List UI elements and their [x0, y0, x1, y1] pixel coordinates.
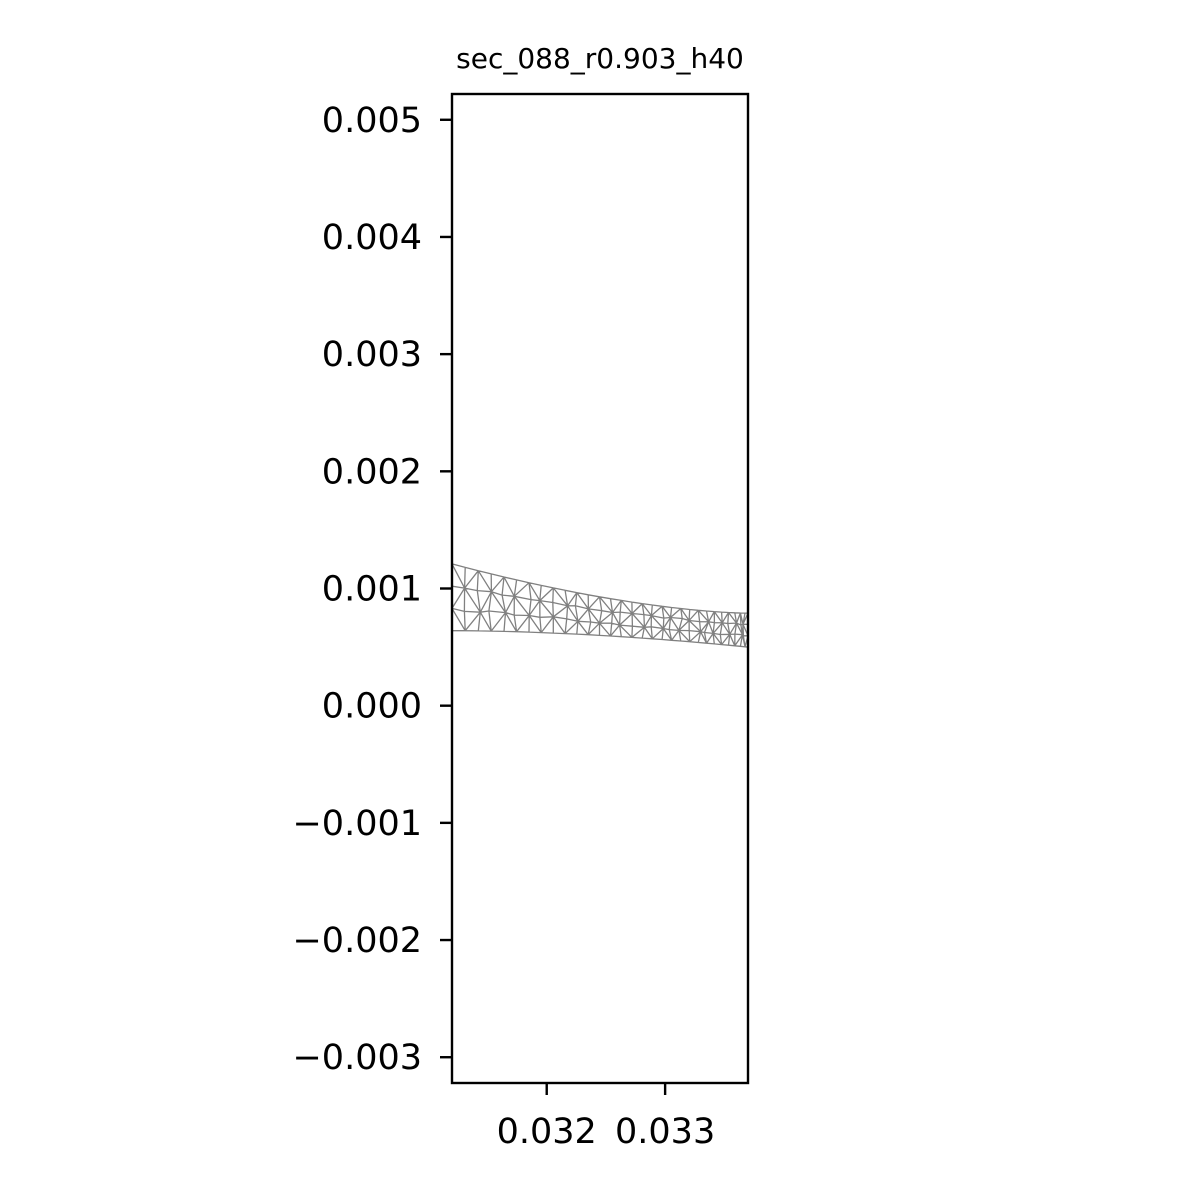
y-axis: 0.005 0.004 0.003 0.002 0.001 0.000 −0.001 −0.0… — [292, 101, 452, 1078]
y-tick-label: −0.002 — [292, 921, 422, 961]
y-tick-label: 0.003 — [322, 335, 422, 375]
plot-frame — [450, 92, 750, 1085]
chart-title: sec_088_r0.903_h40 — [456, 42, 744, 75]
y-tick-label: 0.002 — [322, 452, 422, 492]
x-tick-label: 0.032 — [497, 1112, 597, 1152]
x-tick-label: 0.033 — [615, 1112, 715, 1152]
mesh-triangulation — [451, 563, 749, 648]
y-tick-label: −0.001 — [292, 804, 422, 844]
mesh-layer — [451, 563, 749, 648]
y-tick-label: −0.003 — [292, 1038, 422, 1078]
y-tick-label: 0.000 — [322, 687, 422, 727]
y-tick-label: 0.001 — [322, 570, 422, 610]
y-tick-label: 0.004 — [322, 218, 422, 258]
x-axis: 0.032 0.033 — [497, 1083, 715, 1152]
y-tick-label: 0.005 — [322, 101, 422, 141]
